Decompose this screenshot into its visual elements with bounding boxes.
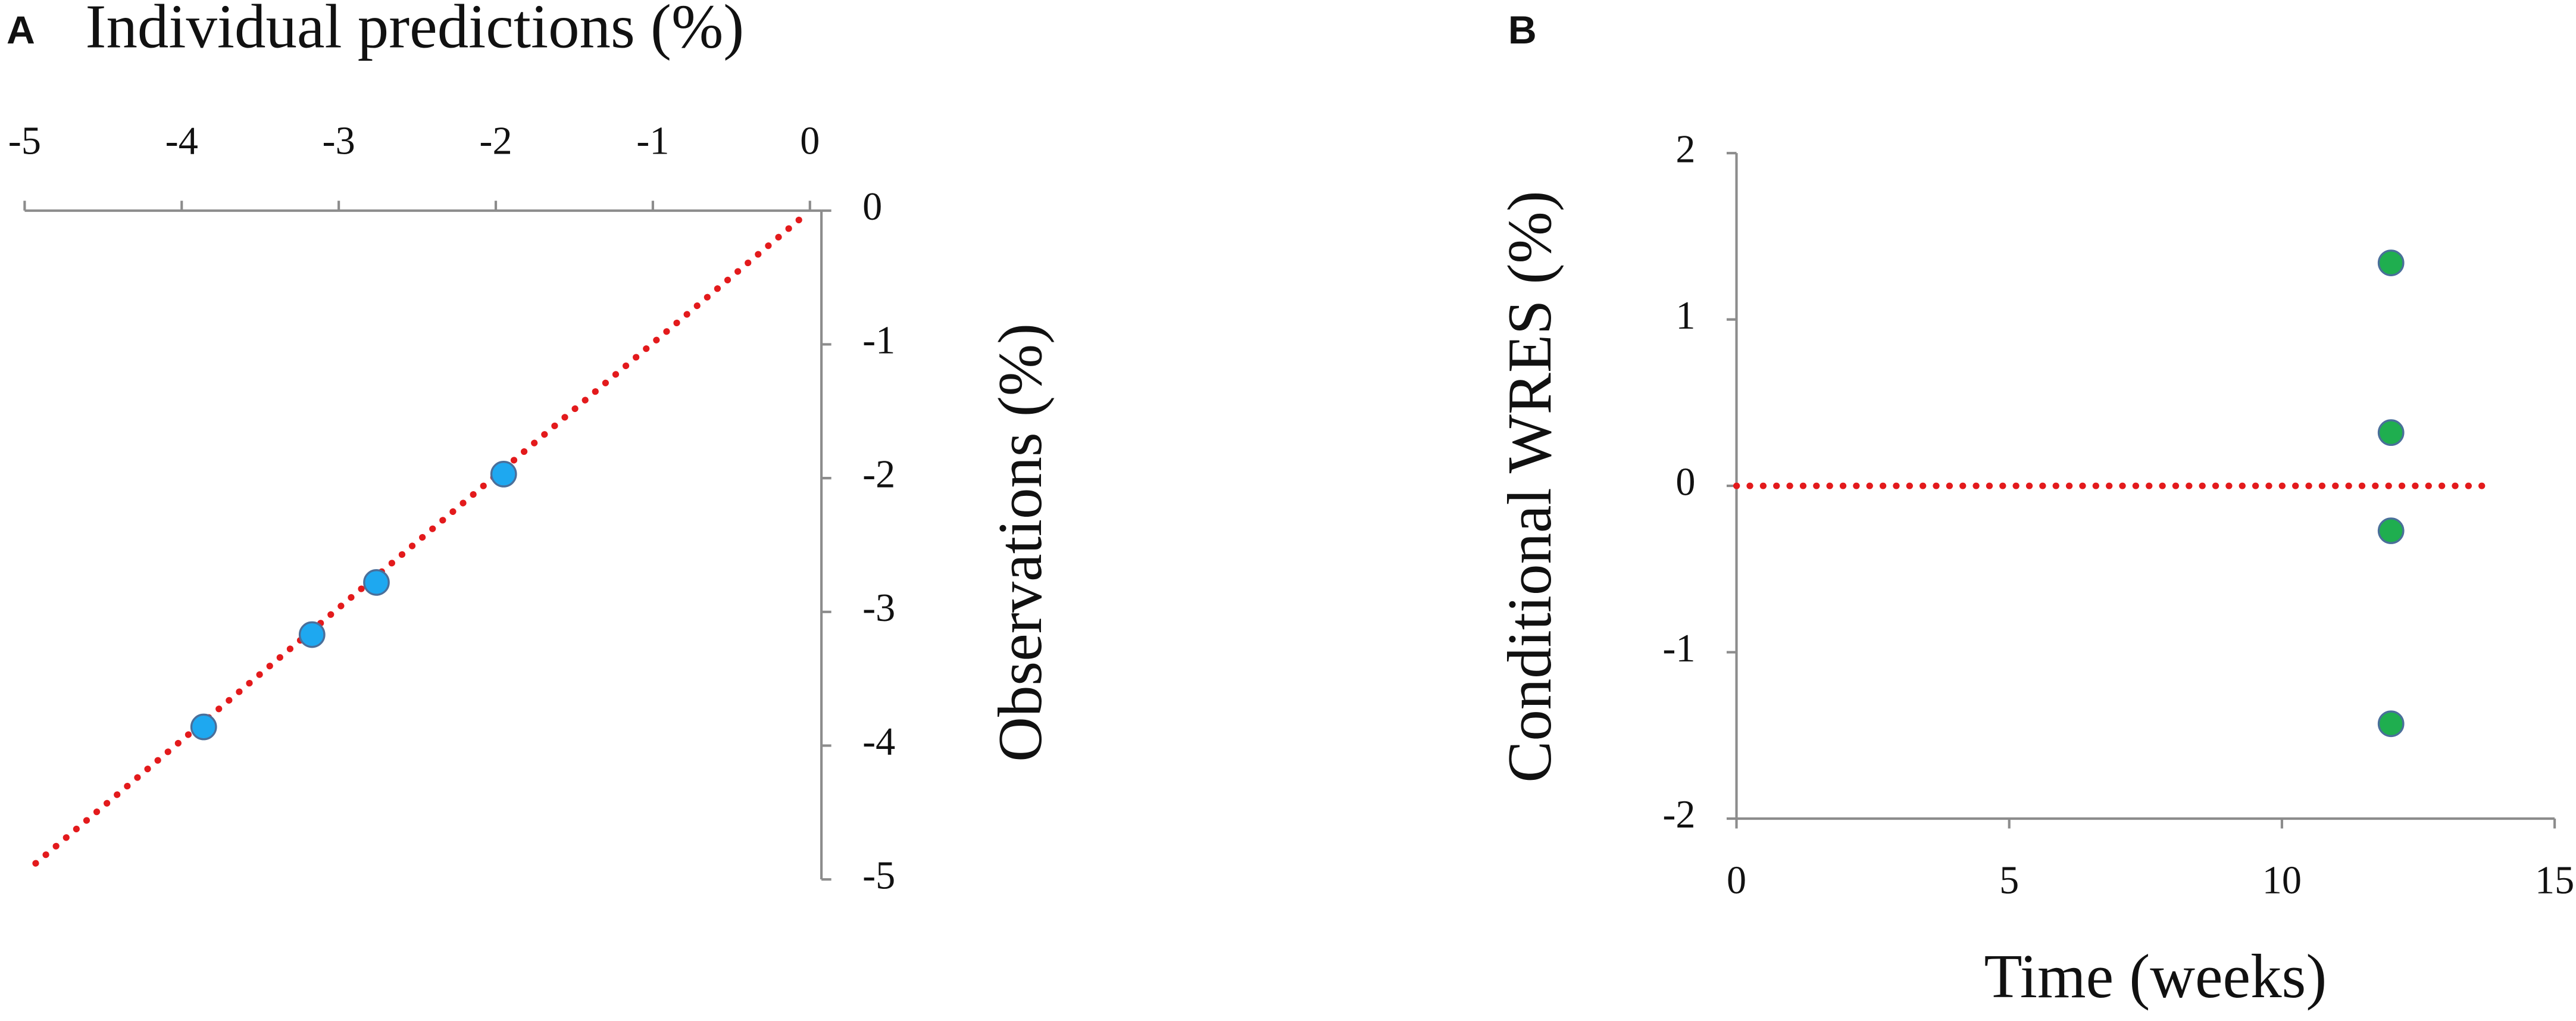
y-tick-label: 2 [1675,127,1695,171]
y-tick-label: 0 [862,185,882,229]
point [2377,419,2405,447]
y-tick-label: 1 [1675,294,1695,338]
point [298,621,326,648]
reference-line [32,214,806,867]
y-tick-label: -4 [862,720,895,764]
x-tick-label: 15 [2535,859,2574,903]
y-axis-title: Observations (%) [986,323,1055,762]
x-tick-label: 5 [1999,859,2019,903]
panel-label: A [7,8,35,52]
y-tick-label: -1 [1662,627,1695,670]
x-tick-label: -4 [165,120,198,163]
x-tick-label: 10 [2262,859,2302,903]
y-tick-label: 0 [1675,460,1695,504]
y-tick-label: -2 [862,452,895,496]
x-tick-label: 0 [1727,859,1746,903]
point [363,569,390,596]
x-tick-label: -1 [636,120,669,163]
x-axis-title: Individual predictions (%) [86,0,745,61]
x-tick-label: -5 [8,120,41,163]
x-tick-label: -3 [323,120,355,163]
y-axis-title: Conditional WRES (%) [1495,191,1564,782]
point [2377,517,2405,544]
point [490,461,517,488]
y-tick-label: -3 [862,586,895,630]
x-tick-label: 0 [800,120,820,163]
y-tick-label: -5 [862,854,895,897]
y-tick-label: -1 [862,319,895,363]
x-tick-label: -2 [479,120,512,163]
y-tick-label: -2 [1662,793,1695,836]
panel-label: B [1508,8,1537,52]
point [190,713,217,741]
x-axis-title: Time (weeks) [1984,942,2327,1011]
point [2377,249,2405,276]
point [2377,710,2405,738]
